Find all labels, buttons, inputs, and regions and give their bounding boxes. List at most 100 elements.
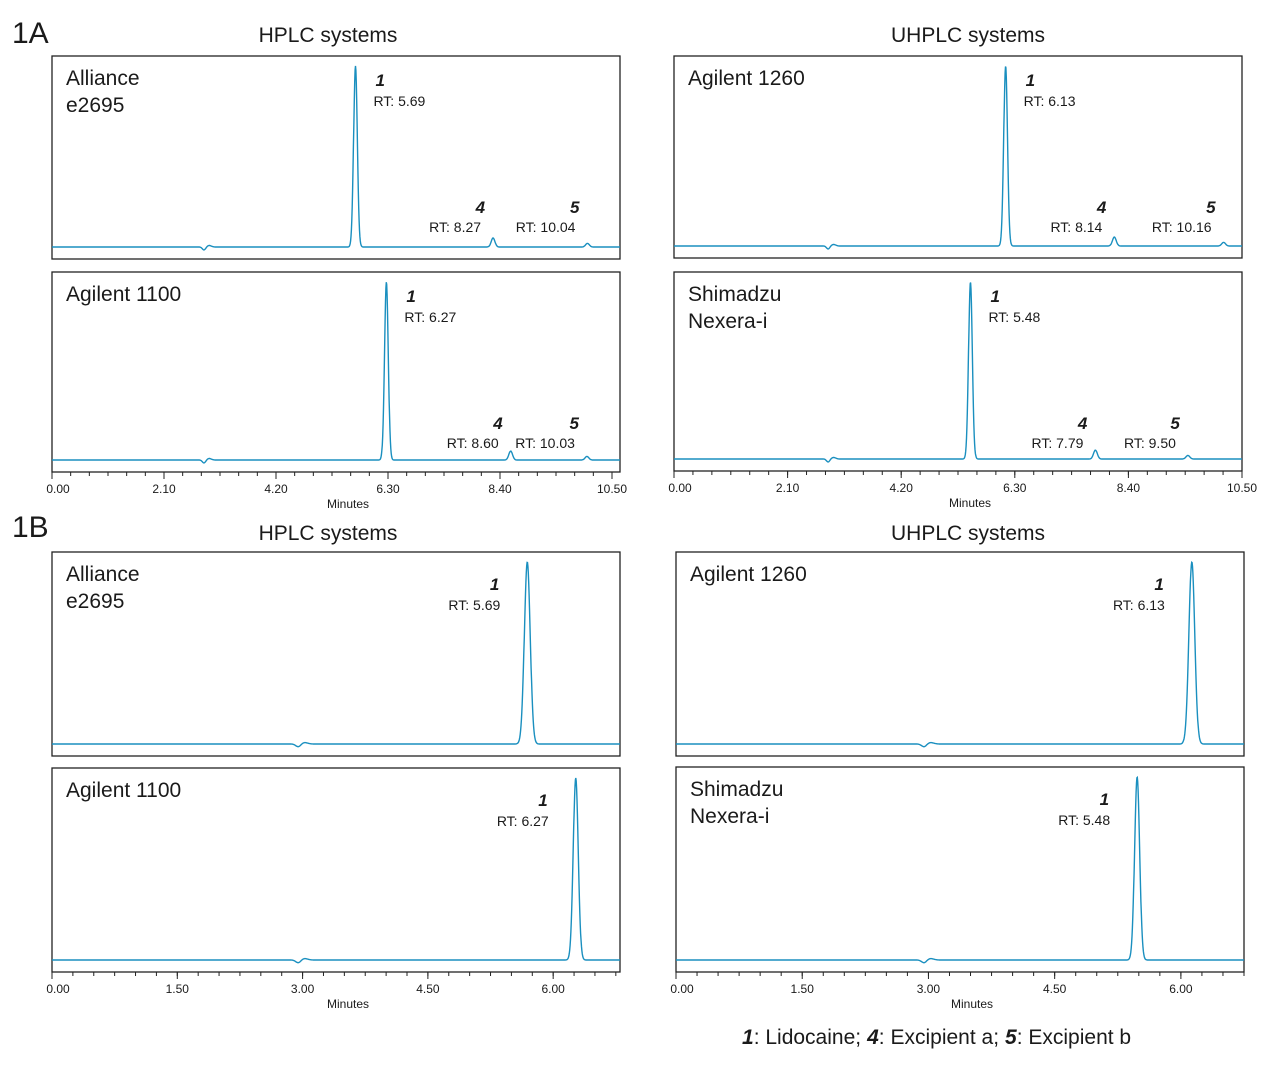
chromatogram-trace (52, 777, 620, 964)
peak-number: 4 (1096, 198, 1107, 217)
x-axis-label: Minutes (949, 496, 991, 510)
instrument-name: Nexera-i (690, 805, 769, 828)
chromatogram-panel: Agilent 1260 1 RT: 6.13 4 RT: 8.14 5 RT: 10.16 (673, 55, 1243, 259)
legend-text-4: : Excipient a; (879, 1026, 999, 1049)
plot-frame (51, 767, 621, 973)
legend-num-1: 1 (742, 1026, 754, 1049)
peak-rt-label: RT: 7.79 (1032, 435, 1084, 451)
chromatogram-panel: Agilent 1100 1 RT: 6.27 4 RT: 8.60 5 RT: 10.03… (46, 271, 627, 511)
peak-rt-label: RT: 10.16 (1152, 219, 1212, 235)
x-tick-label: 0.00 (670, 982, 694, 996)
peak-number: 1 (406, 287, 415, 306)
x-tick-label: 3.00 (291, 982, 315, 996)
x-tick-label: 4.50 (416, 982, 440, 996)
plot-frame (675, 766, 1245, 973)
x-tick-label: 4.50 (1043, 982, 1067, 996)
plot-frame (51, 55, 621, 260)
peak-number: 1 (990, 287, 999, 306)
instrument-name: Shimadzu (688, 283, 781, 306)
instrument-name: Alliance (66, 563, 140, 586)
peak-rt-label: RT: 10.03 (515, 435, 575, 451)
x-axis-label: Minutes (327, 997, 369, 1011)
figure-label-1b: 1B (12, 511, 49, 544)
chromatogram-panel: Shimadzu Nexera-i 1 RT: 5.48 0.00 1.50 3.00 4.5… (670, 766, 1245, 1011)
chromatogram-trace (52, 282, 620, 464)
x-tick-label: 6.30 (1003, 481, 1027, 495)
instrument-name: Agilent 1100 (66, 283, 181, 306)
instrument-name: Agilent 1260 (688, 67, 805, 90)
peak-rt-label: RT: 8.14 (1050, 219, 1102, 235)
chromatogram-trace (674, 66, 1242, 250)
x-tick-label: 8.40 (1117, 481, 1141, 495)
x-tick-label: 6.30 (376, 482, 400, 496)
chromatogram-trace (52, 561, 620, 748)
peak-rt-label: RT: 5.69 (373, 93, 425, 109)
legend-num-5: 5 (1005, 1026, 1017, 1049)
chromatogram-panel: Shimadzu Nexera-i 1 RT: 5.48 4 RT: 7.79 5 RT: 9… (668, 271, 1257, 510)
peak-rt-label: RT: 5.48 (988, 309, 1040, 325)
x-tick-label: 1.50 (166, 982, 190, 996)
x-tick-label: 10.50 (1227, 481, 1257, 495)
x-tick-label: 0.00 (46, 482, 70, 496)
peak-number: 1 (1154, 575, 1163, 594)
chromatogram-trace (674, 282, 1242, 463)
peak-number: 1 (538, 791, 547, 810)
peak-number: 4 (492, 414, 503, 433)
instrument-name: Nexera-i (688, 310, 767, 333)
instrument-name: e2695 (66, 590, 124, 613)
x-tick-label: 8.40 (488, 482, 512, 496)
legend-num-4: 4 (866, 1026, 879, 1049)
peak-number: 1 (375, 71, 384, 90)
peak-number: 1 (1026, 71, 1035, 90)
x-tick-label: 4.20 (264, 482, 288, 496)
plot-frame (673, 55, 1243, 259)
instrument-name: Shimadzu (690, 778, 783, 801)
x-tick-label: 2.10 (152, 482, 176, 496)
peak-number: 1 (1100, 790, 1109, 809)
legend-text-5: : Excipient b (1017, 1026, 1131, 1049)
peak-legend: 1: Lidocaine; 4: Excipient a; 5: Excipient… (742, 1026, 1131, 1049)
chromatogram-panel: Alliance e2695 1 RT: 5.69 4 RT: 8.27 5 RT: 10.0… (51, 55, 621, 260)
instrument-name: Alliance (66, 67, 140, 90)
x-tick-label: 0.00 (668, 481, 692, 495)
x-tick-label: 4.20 (890, 481, 914, 495)
peak-rt-label: RT: 6.27 (497, 813, 549, 829)
peak-rt-label: RT: 8.27 (429, 219, 481, 235)
section-title-1b-hplc: HPLC systems (259, 522, 398, 545)
legend-text-1: : Lidocaine; (754, 1026, 861, 1049)
peak-number: 5 (1170, 414, 1180, 433)
instrument-name: Agilent 1260 (690, 563, 807, 586)
peak-rt-label: RT: 6.27 (404, 309, 456, 325)
peak-number: 5 (570, 198, 580, 217)
x-tick-label: 3.00 (917, 982, 941, 996)
peak-number: 4 (475, 198, 486, 217)
peak-rt-label: RT: 6.13 (1024, 93, 1076, 109)
x-tick-label: 6.00 (1169, 982, 1193, 996)
peak-number: 1 (490, 575, 499, 594)
peak-rt-label: RT: 9.50 (1124, 435, 1176, 451)
plot-frame (675, 551, 1245, 757)
x-tick-label: 1.50 (791, 982, 815, 996)
peak-number: 5 (1206, 198, 1216, 217)
x-tick-label: 0.00 (46, 982, 70, 996)
peak-number: 5 (569, 414, 579, 433)
peak-rt-label: RT: 10.04 (516, 219, 576, 235)
chromatogram-trace (676, 775, 1244, 964)
peak-rt-label: RT: 8.60 (447, 435, 499, 451)
x-tick-label: 6.00 (541, 982, 565, 996)
chromatogram-trace (676, 561, 1244, 748)
peak-rt-label: RT: 5.69 (448, 597, 500, 613)
chromatogram-trace (52, 65, 620, 251)
plot-frame (51, 271, 621, 473)
section-title-1b-uhplc: UHPLC systems (891, 522, 1045, 545)
peak-rt-label: RT: 5.48 (1058, 812, 1110, 828)
instrument-name: Agilent 1100 (66, 779, 181, 802)
instrument-name: e2695 (66, 94, 124, 117)
peak-rt-label: RT: 6.13 (1113, 597, 1165, 613)
x-axis-label: Minutes (951, 997, 993, 1011)
x-axis-label: Minutes (327, 497, 369, 511)
x-tick-label: 2.10 (776, 481, 800, 495)
chromatogram-panel: Agilent 1100 1 RT: 6.27 0.00 1.50 3.00 4.50 6.0… (46, 767, 621, 1011)
peak-number: 4 (1077, 414, 1088, 433)
